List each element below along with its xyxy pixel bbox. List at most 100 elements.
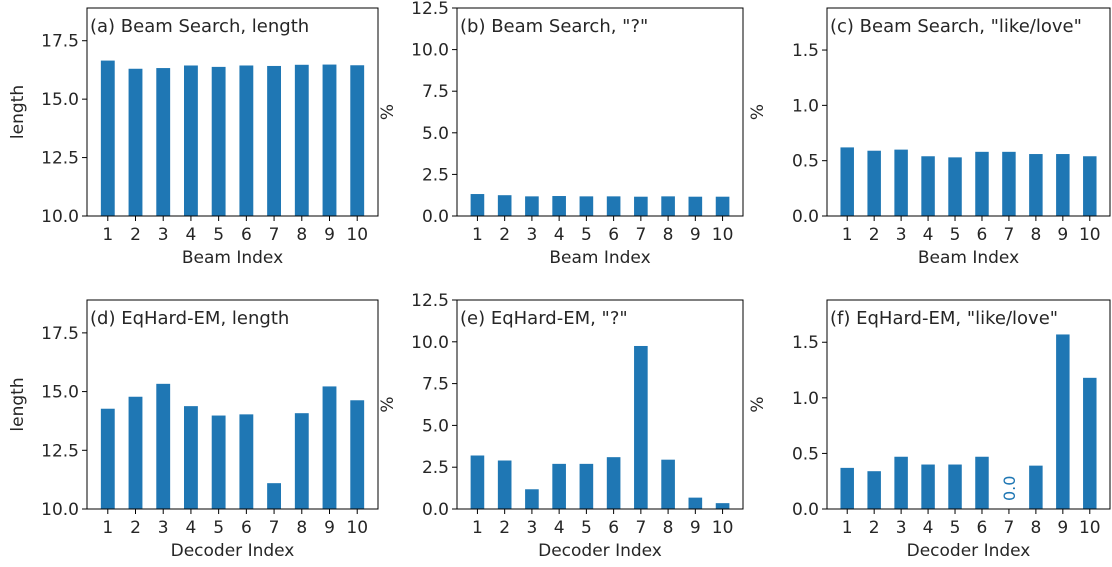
panel-a: 10.0 12.5 15.0 17.5 1 2 3 4 5 6 7 8 9 10 Beam Index len…: [8, 7, 379, 268]
x-axis-label-a: Beam Index: [182, 248, 283, 268]
bar-f-3: [894, 456, 908, 509]
panel-c: 0.0 0.5 1.0 1.5 1 2 3 4 5 6 7 8 9 10 Beam Index% (c) Be…: [748, 7, 1111, 268]
ytick-label-d-0: 10.0: [41, 500, 79, 520]
xtick-label-a-5: 5: [213, 225, 224, 245]
bar-b-10: [715, 196, 730, 216]
bar-c-4: [921, 156, 935, 216]
bar-f-4: [921, 464, 935, 509]
bar-b-8: [661, 196, 675, 216]
xtick-label-d-9: 9: [324, 518, 335, 538]
xtick-label-b-6: 6: [608, 225, 619, 245]
xtick-label-c-6: 6: [977, 225, 988, 245]
xtick-label-b-4: 4: [554, 225, 565, 245]
bar-a-1: [100, 60, 115, 216]
xtick-label-a-8: 8: [296, 225, 307, 245]
bar-c-6: [975, 151, 989, 216]
panel-title-b: (b) Beam Search, "?": [460, 16, 648, 37]
panel-b: 0.0 2.5 5.0 7.5 10.0 12.5 1 2 3 4 5 6 7 8 9 10 Beam Inde…: [378, 0, 744, 268]
xtick-label-a-10: 10: [346, 225, 368, 245]
bar-d-2: [128, 396, 143, 509]
ytick-label-a-3: 17.5: [41, 32, 79, 52]
xtick-label-d-8: 8: [296, 518, 307, 538]
bar-c-7: [1002, 151, 1016, 216]
bar-c-8: [1029, 154, 1043, 216]
xtick-label-d-6: 6: [241, 518, 252, 538]
xtick-label-a-9: 9: [324, 225, 335, 245]
bar-c-5: [948, 157, 962, 216]
xtick-label-f-3: 3: [896, 518, 907, 538]
xtick-label-f-7: 7: [1004, 518, 1015, 538]
ytick-label-f-3: 1.5: [792, 333, 819, 353]
bar-f-5: [948, 464, 962, 509]
axes-frame-f: [826, 299, 1111, 510]
ytick-label-b-1: 2.5: [422, 165, 449, 185]
ytick-label-f-0: 0.0: [792, 500, 819, 520]
xtick-label-e-6: 6: [608, 518, 619, 538]
ytick-label-d-2: 15.0: [41, 383, 79, 403]
xtick-label-f-1: 1: [842, 518, 853, 538]
bar-e-9: [688, 497, 703, 509]
ytick-label-b-4: 10.0: [411, 41, 449, 61]
bar-a-2: [128, 68, 143, 216]
axes-frame-c: [826, 7, 1111, 217]
bar-d-7: [267, 483, 281, 509]
bar-d-5: [211, 415, 226, 509]
x-axis-label-f: Decoder Index: [907, 541, 1031, 561]
xtick-label-e-5: 5: [581, 518, 592, 538]
xtick-label-f-10: 10: [1079, 518, 1101, 538]
xtick-label-e-3: 3: [526, 518, 537, 538]
bar-d-1: [100, 408, 115, 509]
xtick-label-a-4: 4: [186, 225, 197, 245]
bar-a-6: [239, 65, 254, 217]
bar-b-2: [497, 195, 512, 216]
ytick-label-e-0: 0.0: [422, 500, 449, 520]
xtick-label-e-4: 4: [554, 518, 565, 538]
x-axis-label-c: Beam Index: [918, 248, 1019, 268]
bar-e-4: [552, 463, 566, 509]
y-axis-label-a: length: [8, 85, 28, 139]
xtick-label-f-5: 5: [950, 518, 961, 538]
bar-a-5: [211, 66, 226, 216]
ytick-label-e-1: 2.5: [422, 458, 449, 478]
ytick-label-b-0: 0.0: [422, 207, 449, 227]
panel-f: 0.0 0.5 1.0 1.5 1 2 3 4 5 6 7 8 9 10 Decoder Index% (f)…: [748, 299, 1111, 561]
bar-c-10: [1083, 156, 1097, 216]
xtick-label-f-4: 4: [923, 518, 934, 538]
x-axis-label-e: Decoder Index: [538, 541, 662, 561]
bar-e-3: [525, 489, 539, 509]
ytick-label-c-2: 1.0: [792, 96, 819, 116]
xtick-label-b-8: 8: [663, 225, 674, 245]
xtick-label-c-7: 7: [1004, 225, 1015, 245]
ytick-label-e-3: 7.5: [422, 375, 449, 395]
x-axis-label-d: Decoder Index: [171, 541, 295, 561]
bar-b-7: [634, 196, 648, 216]
xtick-label-a-1: 1: [102, 225, 113, 245]
y-axis-label-b: %: [378, 104, 398, 120]
bar-f-9: [1056, 334, 1070, 509]
ytick-label-e-5: 12.5: [411, 291, 449, 311]
xtick-label-d-10: 10: [346, 518, 368, 538]
xtick-label-a-2: 2: [130, 225, 141, 245]
xtick-label-f-9: 9: [1057, 518, 1068, 538]
bar-e-8: [661, 459, 675, 509]
axes-frame-b: [456, 7, 744, 217]
xtick-label-b-1: 1: [472, 225, 483, 245]
bar-a-3: [156, 68, 171, 216]
bar-c-9: [1056, 154, 1070, 216]
xtick-label-e-8: 8: [663, 518, 674, 538]
bar-b-5: [579, 196, 594, 216]
xtick-label-f-2: 2: [869, 518, 880, 538]
bar-a-7: [267, 65, 281, 217]
xtick-label-c-2: 2: [869, 225, 880, 245]
axes-frame-e: [456, 299, 744, 510]
bar-b-6: [606, 196, 621, 216]
y-axis-label-c: %: [748, 104, 768, 120]
bar-e-6: [606, 457, 621, 509]
bar-f-8: [1029, 465, 1043, 509]
y-axis-label-d: length: [8, 377, 28, 431]
bar-c-3: [894, 149, 908, 216]
bar-f-2: [867, 471, 881, 509]
xtick-label-d-3: 3: [158, 518, 169, 538]
